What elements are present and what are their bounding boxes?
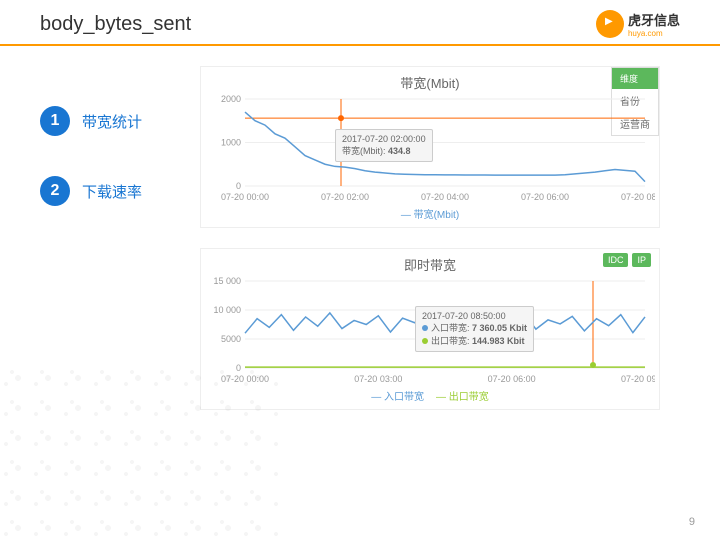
svg-text:07-20 06:00: 07-20 06:00: [521, 192, 569, 202]
chart-tooltip: 2017-07-20 02:00:00带宽(Mbit): 434.8: [335, 129, 433, 162]
bullet-number: 2: [40, 176, 70, 206]
logo: 虎牙信息 huya.com: [596, 10, 680, 38]
chart-tooltip: 2017-07-20 08:50:00入口带宽: 7 360.05 Kbit出口…: [415, 306, 534, 352]
chart-title: 带宽(Mbit): [205, 71, 655, 94]
chart-title: 即时带宽: [205, 253, 655, 276]
svg-text:07-20 02:00: 07-20 02:00: [321, 192, 369, 202]
bullet-item: 1 带宽统计: [40, 106, 200, 136]
svg-text:1000: 1000: [221, 138, 241, 148]
bullet-item: 2 下载速率: [40, 176, 200, 206]
svg-text:07-20 00:00: 07-20 00:00: [221, 192, 269, 202]
svg-text:07-20 09:00: 07-20 09:00: [621, 374, 655, 384]
svg-text:10 000: 10 000: [213, 305, 241, 315]
badge-group: IDC IP: [603, 253, 651, 267]
chart-legend: — 带宽(Mbit): [205, 204, 655, 223]
badge-idc[interactable]: IDC: [603, 253, 629, 267]
page-number: 9: [689, 516, 695, 528]
bullet-label: 下载速率: [82, 181, 142, 202]
badge-ip[interactable]: IP: [632, 253, 651, 267]
svg-text:07-20 06:00: 07-20 06:00: [488, 374, 536, 384]
svg-text:5000: 5000: [221, 334, 241, 344]
logo-sub: huya.com: [628, 29, 680, 38]
logo-icon: [596, 10, 624, 38]
svg-text:2000: 2000: [221, 94, 241, 104]
bullet-label: 带宽统计: [82, 111, 142, 132]
svg-text:0: 0: [236, 181, 241, 191]
svg-text:07-20 04:00: 07-20 04:00: [421, 192, 469, 202]
chart-canvas[interactable]: 0 1000 2000 07-20 00:00 07-20 02:00 07-20 04:…: [205, 94, 655, 204]
svg-text:15 000: 15 000: [213, 276, 241, 286]
tab-header: 维度: [612, 68, 658, 89]
divider: [0, 44, 720, 46]
bullet-number: 1: [40, 106, 70, 136]
page-title: body_bytes_sent: [40, 13, 191, 36]
bg-pattern: [0, 360, 280, 540]
bandwidth-chart: 维度 省份 运营商 带宽(Mbit) 01000200007-20 00:000…: [200, 66, 660, 228]
svg-text:07-20 08:00: 07-20 08:00: [621, 192, 655, 202]
svg-text:07-20 03:00: 07-20 03:00: [354, 374, 402, 384]
logo-text: 虎牙信息: [628, 10, 680, 29]
